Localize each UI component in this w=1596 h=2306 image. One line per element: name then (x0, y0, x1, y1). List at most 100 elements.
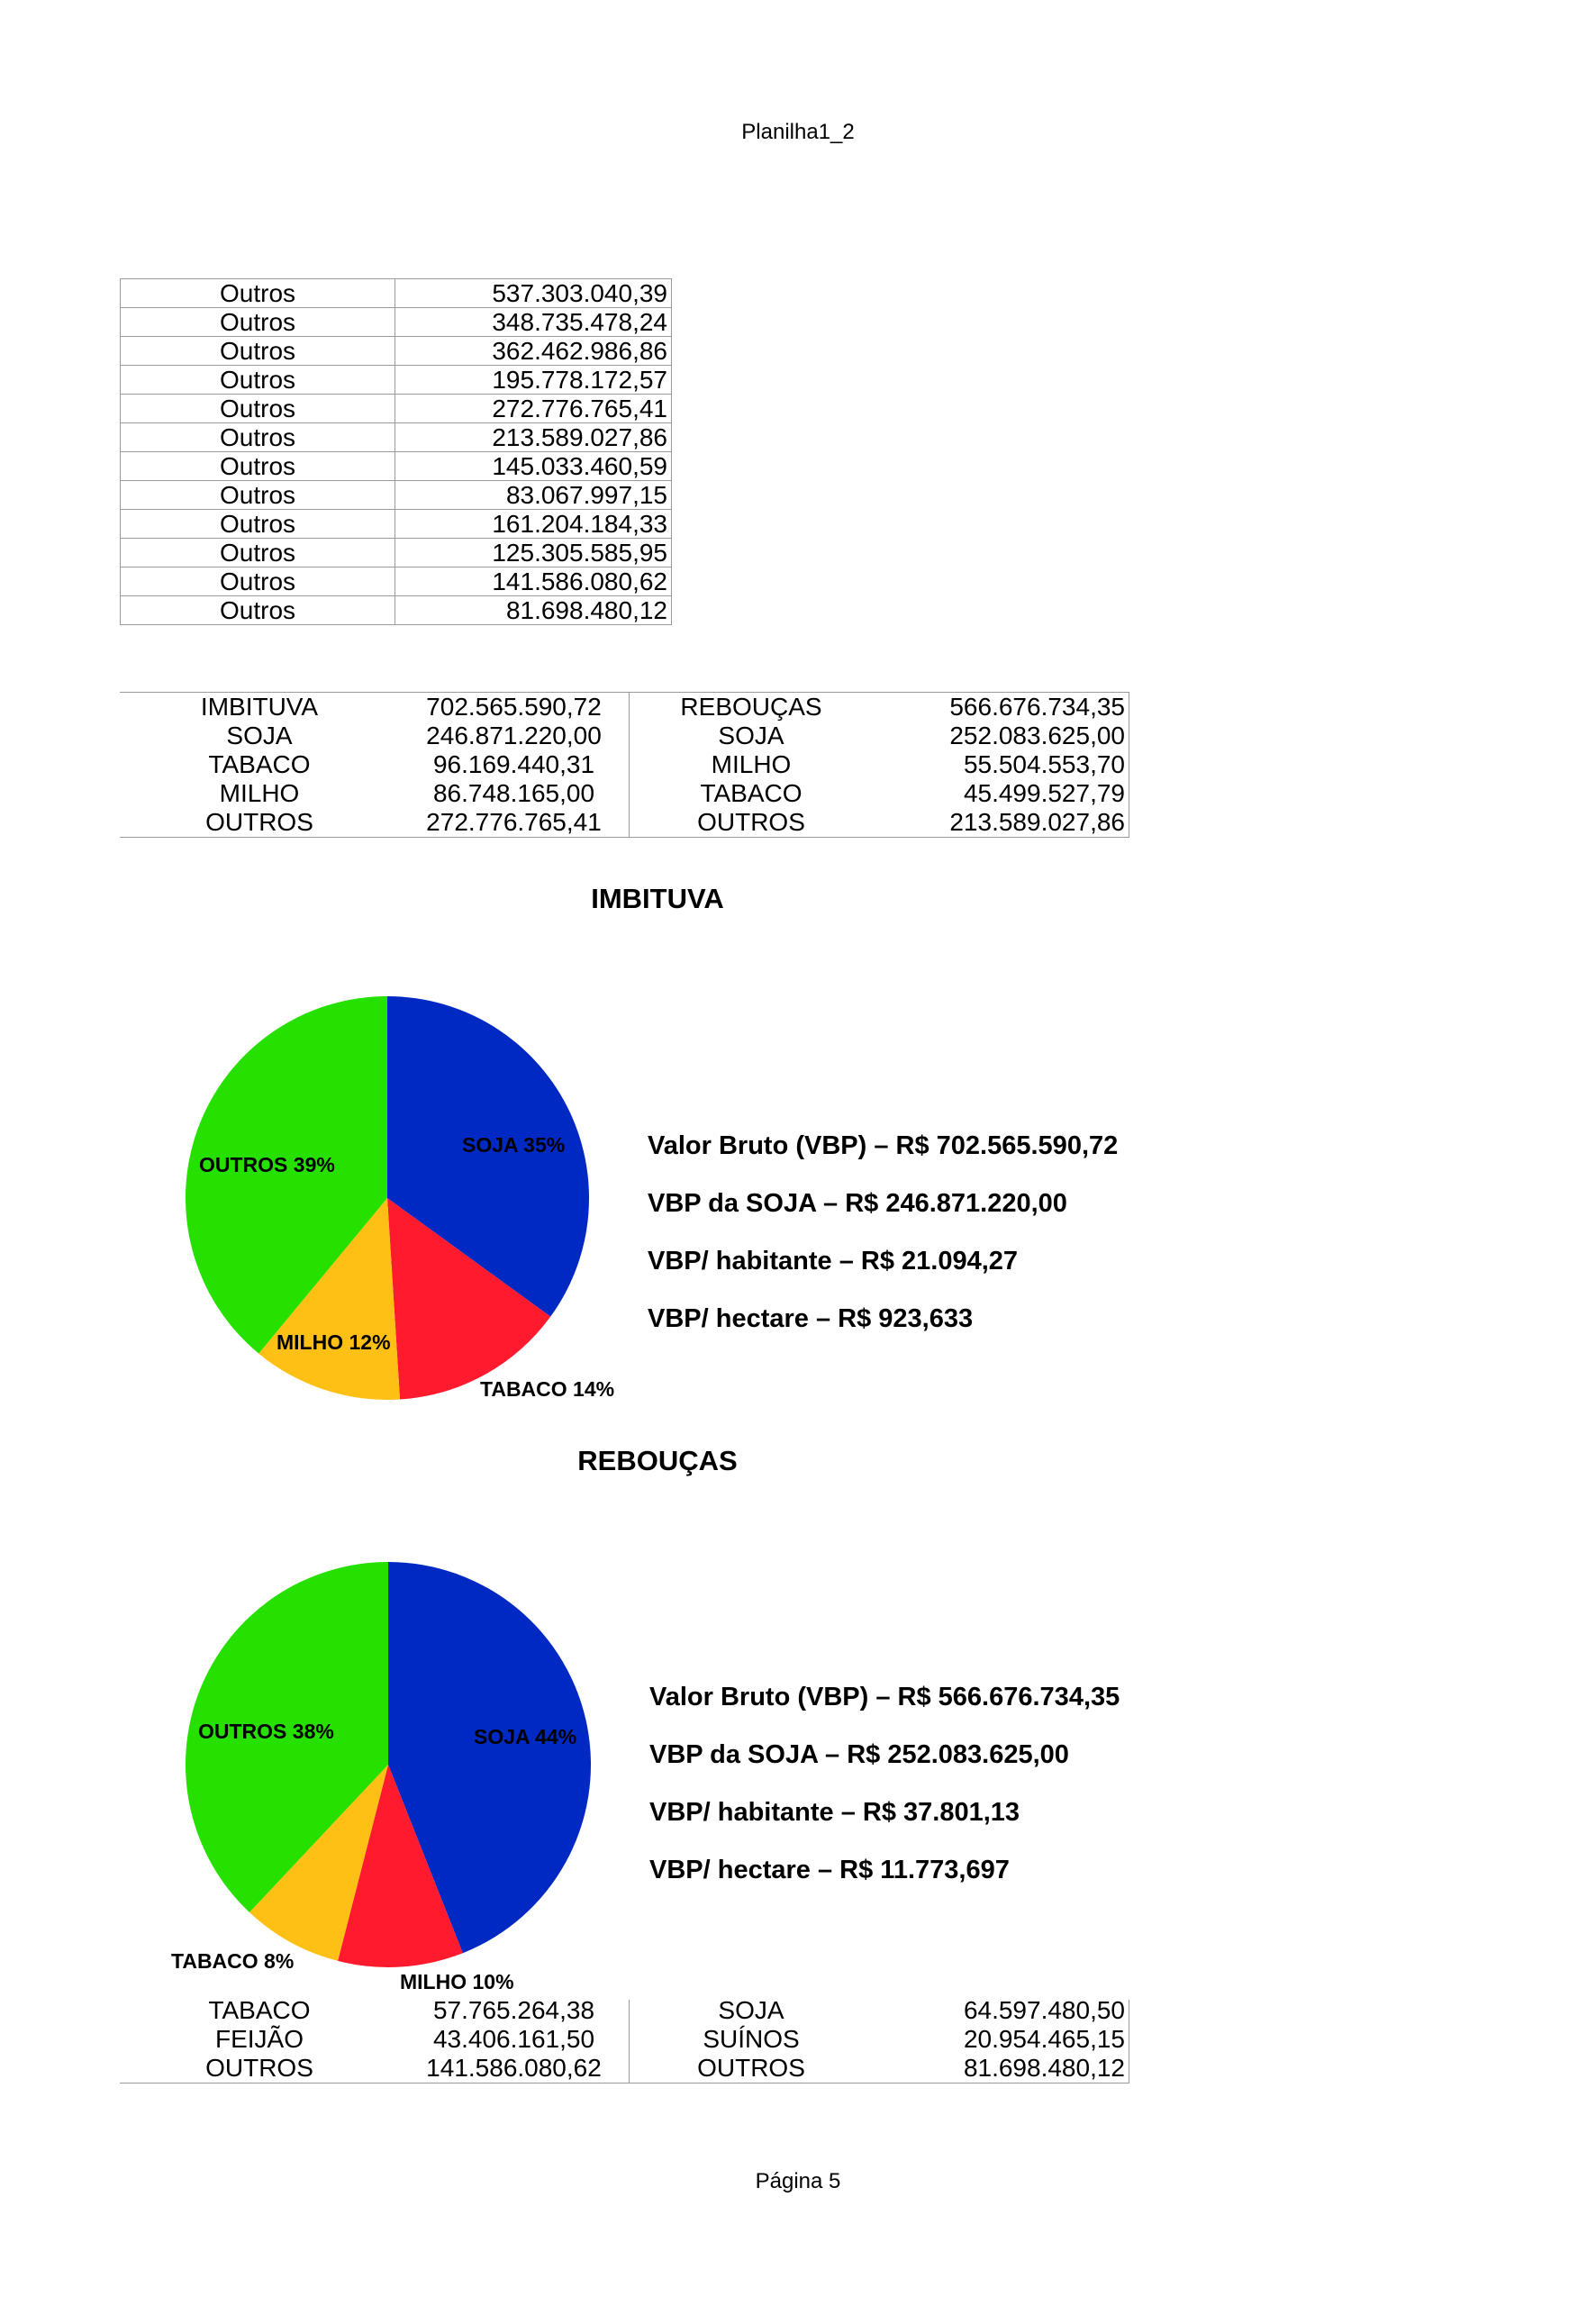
row-value: 195.778.172,57 (394, 365, 672, 395)
city-value: 566.676.734,35 (873, 692, 1129, 722)
row-label: Outros (120, 595, 395, 625)
pie-slice-outros (186, 1562, 388, 1913)
info-vbp-hectare: VBP/ hectare – R$ 11.773,697 (649, 1856, 1010, 1884)
city-name: OUTROS (697, 2054, 805, 2082)
row-value: 145.033.460,59 (394, 451, 672, 481)
city-value: 213.589.027,86 (873, 808, 1129, 838)
pie-label-tabaco: TABACO 14% (480, 1377, 615, 1401)
pie-slice-tabaco (249, 1765, 388, 1961)
table-row: Outros 348.735.478,24 (120, 307, 672, 337)
table-row: Outros 161.204.184,33 (120, 509, 672, 539)
info-vbp-hectare: VBP/ hectare – R$ 923,633 (648, 1304, 974, 1333)
city-value: 81.698.480,12 (873, 2054, 1129, 2084)
row-value: 272.776.765,41 (394, 394, 672, 423)
info-vbp-habitante: VBP/ habitante – R$ 37.801,13 (649, 1798, 1020, 1827)
pie-label-milho: MILHO 10% (400, 1970, 514, 1993)
city-value: 246.871.220,00 (399, 722, 630, 750)
chart-title-imbituva: IMBITUVA (591, 883, 724, 914)
city-value: 141.586.080,62 (399, 2054, 630, 2084)
table-row: Outros 145.033.460,59 (120, 451, 672, 481)
table-row: Outros 195.778.172,57 (120, 365, 672, 395)
city-value: 96.169.440,31 (399, 750, 630, 779)
page-footer: Página 5 (755, 2169, 841, 2193)
city-name: SOJA (226, 722, 293, 749)
row-label: Outros (120, 480, 395, 510)
city-name: TABACO (700, 779, 803, 807)
city-value: 57.765.264,38 (399, 1996, 630, 2025)
pie-label-outros: OUTROS 39% (199, 1153, 335, 1176)
city-value: 252.083.625,00 (873, 722, 1129, 750)
info-vbp-soja: VBP da SOJA – R$ 252.083.625,00 (649, 1740, 1069, 1769)
city-name: SOJA (718, 1996, 784, 2024)
city-value: 43.406.161,50 (399, 2025, 630, 2054)
row-value: 161.204.184,33 (394, 509, 672, 539)
info-vbp: Valor Bruto (VBP) – R$ 702.565.590,72 (648, 1131, 1119, 1160)
city-value: 45.499.527,79 (873, 779, 1129, 808)
summary-table: IMBITUVA 702.565.590,72 REBOUÇAS 566.676.73… (120, 692, 1129, 838)
table-row: Outros 81.698.480,12 (120, 595, 672, 625)
city-name: FEIJÃO (214, 2025, 304, 2053)
table-row: Outros 362.462.986,86 (120, 336, 672, 366)
table-row: FEIJÃO 43.406.161,50 SUÍNOS 20.954.465,15 (120, 2025, 1129, 2054)
city-name: OUTROS (697, 808, 805, 836)
pie-slice-outros (185, 996, 387, 1354)
table-row: OUTROS 272.776.765,41 OUTROS 213.589.027,86 (120, 808, 1129, 838)
city-name: OUTROS (205, 2054, 313, 2082)
row-value: 141.586.080,62 (394, 567, 672, 596)
table-row: Outros 125.305.585,95 (120, 538, 672, 567)
city-name: IMBITUVA (200, 693, 319, 721)
pie-label-tabaco: TABACO 8% (171, 1949, 295, 1973)
row-label: Outros (120, 567, 395, 596)
table-row: Outros 83.067.997,15 (120, 480, 672, 510)
city-name: MILHO (711, 750, 792, 778)
city-name: REBOUÇAS (680, 693, 822, 721)
table-row: TABACO 96.169.440,31 MILHO 55.504.553,70 (120, 750, 1129, 779)
chart-title-reboucas: REBOUÇAS (577, 1445, 738, 1476)
row-label: Outros (120, 451, 395, 481)
row-value: 537.303.040,39 (394, 278, 672, 308)
summary-table-2: TABACO 57.765.264,38 SOJA 64.597.480,50 FEIJ… (120, 1996, 1129, 2084)
pie-label-milho: MILHO 12% (277, 1330, 391, 1354)
city-name: SOJA (718, 722, 784, 749)
row-label: Outros (120, 336, 395, 366)
city-name: TABACO (208, 750, 311, 778)
city-name: MILHO (219, 779, 300, 807)
row-value: 213.589.027,86 (394, 422, 672, 452)
pie-label-soja: SOJA 35% (462, 1133, 566, 1157)
info-vbp-habitante: VBP/ habitante – R$ 21.094,27 (648, 1247, 1019, 1276)
table-row: IMBITUVA 702.565.590,72 REBOUÇAS 566.676.73… (120, 692, 1129, 722)
table-row: Outros 272.776.765,41 (120, 394, 672, 423)
row-label: Outros (120, 422, 395, 452)
table-row: Outros 213.589.027,86 (120, 422, 672, 452)
row-label: Outros (120, 307, 395, 337)
row-label: Outros (120, 538, 395, 567)
pie-slice-milho (338, 1765, 463, 1967)
city-value: 272.776.765,41 (399, 808, 630, 838)
pie-slice-soja (388, 1562, 591, 1954)
city-value: 55.504.553,70 (873, 750, 1129, 779)
pie-chart-reboucas (186, 1562, 591, 1967)
city-name: TABACO (208, 1996, 311, 2024)
row-label: Outros (120, 365, 395, 395)
pie-label-outros: OUTROS 38% (198, 1720, 334, 1743)
city-name: OUTROS (205, 808, 313, 836)
pie-slice-milho (258, 1198, 401, 1400)
row-value: 125.305.585,95 (394, 538, 672, 567)
pie-slice-soja (387, 996, 590, 1317)
row-label: Outros (120, 509, 395, 539)
row-label: Outros (120, 278, 395, 308)
pie-label-soja: SOJA 44% (474, 1725, 577, 1748)
city-value: 64.597.480,50 (873, 1996, 1129, 2025)
info-vbp-soja: VBP da SOJA – R$ 246.871.220,00 (648, 1189, 1067, 1218)
row-value: 83.067.997,15 (394, 480, 672, 510)
row-value: 348.735.478,24 (394, 307, 672, 337)
city-value: 20.954.465,15 (873, 2025, 1129, 2054)
pie-slice-tabaco (387, 1198, 551, 1400)
table-row: Outros 537.303.040,39 (120, 278, 672, 308)
pie-chart-imbituva (185, 996, 590, 1400)
city-value: 86.748.165,00 (399, 779, 630, 808)
table-row: OUTROS 141.586.080,62 OUTROS 81.698.480,12 (120, 2054, 1129, 2084)
info-vbp: Valor Bruto (VBP) – R$ 566.676.734,35 (649, 1683, 1120, 1711)
table-row: MILHO 86.748.165,00 TABACO 45.499.527,79 (120, 779, 1129, 808)
city-name: SUÍNOS (703, 2025, 800, 2053)
